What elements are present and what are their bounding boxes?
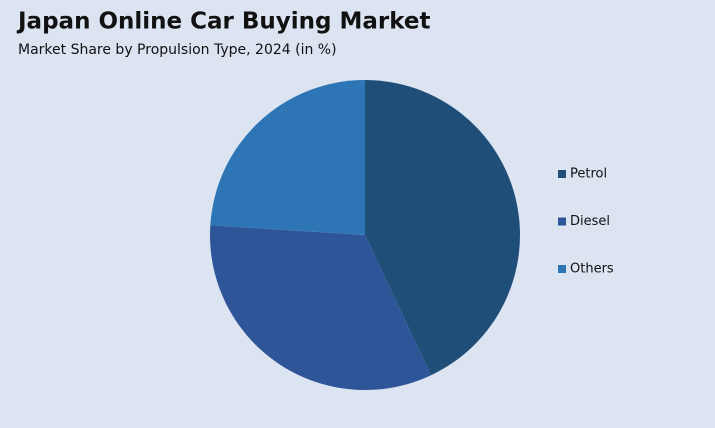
chart-title: Japan Online Car Buying Market xyxy=(16,9,431,35)
legend-text: Others xyxy=(570,262,614,277)
legend-text: Diesel xyxy=(570,214,610,229)
legend-swatch xyxy=(558,265,566,273)
pie-slice xyxy=(365,80,520,376)
pie-slice xyxy=(209,225,431,390)
legend-text: Petrol xyxy=(570,167,607,182)
pie-slice xyxy=(210,80,365,235)
legend-swatch xyxy=(558,170,566,178)
chart-subtitle: Market Share by Propulsion Type, 2024 (i… xyxy=(18,42,337,58)
legend-swatch xyxy=(558,217,566,226)
